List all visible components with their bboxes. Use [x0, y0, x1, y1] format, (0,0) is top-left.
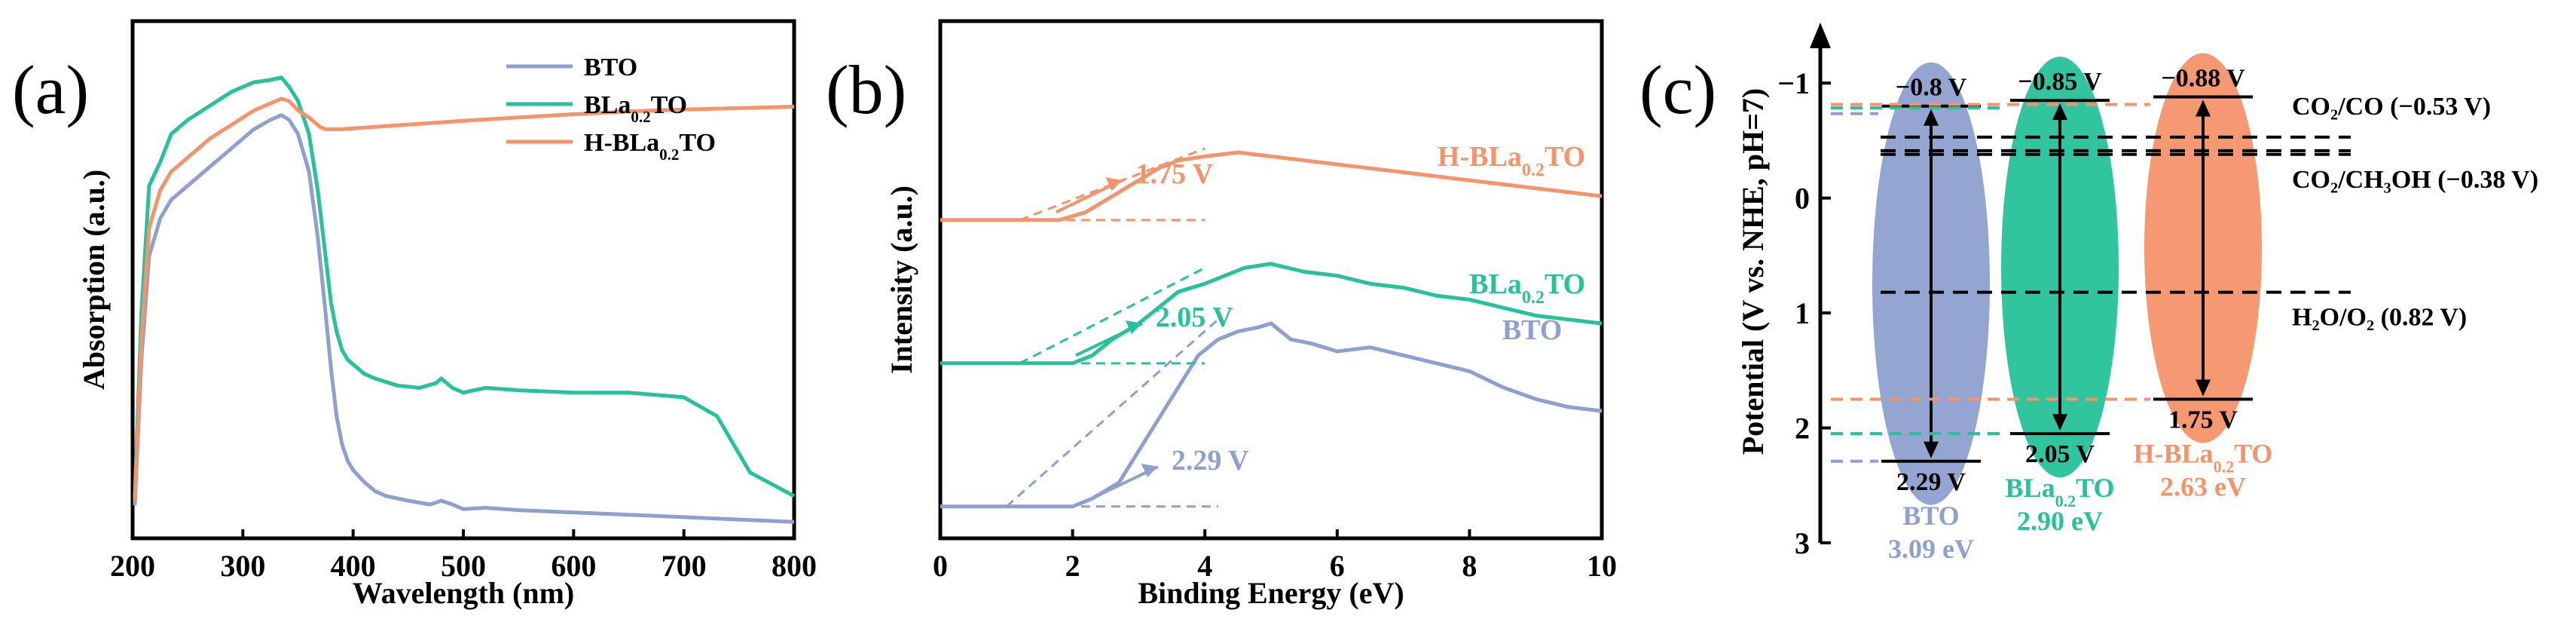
- panel-a-legend-label-bto: BTO: [584, 54, 637, 81]
- panel-a-x-tick-label: 400: [331, 549, 376, 583]
- panel-c-arrowhead-up-bla: [2052, 103, 2067, 121]
- panel-a: (a) 200 300 400 500 600 700 800 BTO BLa0.2TOH-B…: [12, 19, 817, 610]
- panel-b-x-tick-label: 2: [1065, 549, 1080, 583]
- panel-c-name-label-bla: BLa0.2TO: [2006, 473, 2115, 510]
- panel-b-x-tick-label: 0: [933, 549, 948, 583]
- panel-a-x-tick-label: 600: [551, 549, 596, 583]
- panel-c-y-tick-label: 1: [1795, 296, 1810, 330]
- panel-a-label: (a): [12, 51, 89, 128]
- panel-c-arrowhead-down-bto: [1924, 441, 1939, 458]
- panel-b-series-label-hbla: H-BLa0.2TO: [1438, 141, 1585, 180]
- panel-a-x-tick-label: 200: [110, 549, 155, 583]
- panel-c-gap-label-bto: 3.09 eV: [1888, 534, 1974, 564]
- panel-c-gap-label-hbla: 2.63 eV: [2160, 471, 2246, 501]
- panel-b-arrowhead-bla: [1125, 320, 1142, 335]
- panel-b-x-ticks: 0 2 4 6 8 10: [933, 529, 1617, 583]
- panel-c-y-tick-label: 0: [1795, 182, 1810, 216]
- panel-b-tangent-bto: [1005, 318, 1219, 507]
- panel-b-annotation-hbla: 1.75 V: [1135, 158, 1213, 190]
- panel-c-name-label-bto: BTO: [1902, 501, 1959, 531]
- panel-a-series-line-bla: [133, 75, 796, 498]
- panel-c-label: (c): [1639, 51, 1716, 128]
- panel-c-vb-label-bla: 2.05 V: [2025, 440, 2095, 468]
- panel-c-arrowhead-down-hbla: [2196, 379, 2211, 397]
- panel-a-x-tick-label: 800: [772, 549, 817, 583]
- panel-b-series: 2.29 V 2.05 V 1.75 V BTO BLa0.2TO H-BLa0.2TO: [940, 141, 1603, 509]
- panel-c-arrowhead-down-bla: [2052, 414, 2067, 431]
- panel-b-arrowhead-bto: [1141, 464, 1158, 478]
- panel-b-label: (b): [826, 51, 906, 128]
- panel-b-x-tick-label: 6: [1330, 549, 1345, 583]
- panel-b-y-title: Intensity (a.u.): [885, 185, 918, 374]
- panel-b-x-tick-label: 10: [1587, 549, 1617, 583]
- panel-b: (b) 0 2 4 6 8 10 2.29 V 2.05 V 1.75 V BTO BLa0.2T…: [826, 19, 1617, 610]
- panel-c-y-tick-label: 2: [1795, 412, 1810, 446]
- panel-c-redox-label-0: CO₂/CO (−0.53 V): [2292, 93, 2491, 121]
- panel-c-redox-label-2: H₂O/O₂ (0.82 V): [2292, 304, 2467, 332]
- panel-b-series-line-hbla: [940, 150, 1603, 222]
- panel-b-series-line-bla: [940, 262, 1603, 366]
- panel-c: (c) −1 0 1 2 3 CO₂/CO (−0.53 V) CO₂/CH₃OH (−0…: [1639, 23, 2538, 564]
- panel-b-annotation-bla: 2.05 V: [1156, 302, 1233, 333]
- panel-c-cb-label-hbla: −0.88 V: [2161, 65, 2245, 93]
- panel-a-series-line-bto: [133, 113, 795, 524]
- panel-c-name-label-hbla: H-BLa0.2TO: [2134, 438, 2273, 476]
- panel-a-series: [133, 75, 796, 524]
- panel-a-legend-label-hbla: H-BLa0.2TO: [584, 129, 716, 164]
- panel-a-x-title: Wavelength (nm): [353, 576, 574, 610]
- panel-c-bands: [1831, 53, 2262, 505]
- panel-b-x-tick-label: 8: [1462, 549, 1477, 583]
- panel-a-x-ticks: 200 300 400 500 600 700 800: [110, 529, 817, 583]
- panel-c-y-tick-label: 3: [1795, 526, 1810, 560]
- panel-b-x-title: Binding Energy (eV): [1138, 576, 1404, 610]
- panel-b-series-line-bto: [940, 321, 1603, 509]
- panel-b-series-label-bla: BLa0.2TO: [1469, 268, 1585, 308]
- panel-b-frame: [938, 19, 1604, 541]
- panel-c-cb-label-bto: −0.8 V: [1896, 74, 1967, 102]
- panel-c-redox-label-1: CO₂/CH₃OH (−0.38 V): [2292, 166, 2538, 194]
- panel-a-x-tick-label: 300: [220, 549, 265, 583]
- panel-a-x-tick-label: 500: [441, 549, 486, 583]
- panel-c-arrowhead-up-hbla: [2196, 100, 2211, 117]
- panel-b-annotation-bto: 2.29 V: [1172, 445, 1249, 476]
- panel-a-x-tick-label: 700: [662, 549, 707, 583]
- panel-a-series-line-hbla: [133, 97, 795, 501]
- panel-b-series-label-bto: BTO: [1502, 314, 1563, 346]
- panel-c-gap-label-bla: 2.90 eV: [2017, 506, 2103, 536]
- panel-c-vb-label-hbla: 1.75 V: [2168, 406, 2238, 434]
- panel-c-y-axis: −1 0 1 2 3: [1777, 23, 1831, 560]
- panel-c-arrowhead-up-bto: [1924, 109, 1939, 126]
- panel-c-y-axis-arrowhead: [1810, 23, 1831, 48]
- panel-a-y-title: Absorption (a.u.): [77, 170, 111, 390]
- panel-c-redox-levels: CO₂/CO (−0.53 V) CO₂/CH₃OH (−0.38 V) H₂O/O…: [1881, 93, 2538, 332]
- panel-a-frame: [130, 19, 796, 541]
- panel-c-y-tick-label: −1: [1777, 66, 1810, 100]
- panel-c-cb-label-bla: −0.85 V: [2018, 68, 2102, 96]
- panel-a-legend-label-bla: BLa0.2TO: [584, 91, 687, 126]
- panel-b-x-tick-label: 4: [1197, 549, 1212, 583]
- panel-b-tangent-bla: [1019, 266, 1205, 365]
- panel-b-arrowhead-hbla: [1105, 177, 1123, 192]
- panel-c-y-title: Potential (V vs. NHE, pH=7): [1736, 88, 1770, 455]
- panel-c-vb-label-bto: 2.29 V: [1896, 468, 1966, 496]
